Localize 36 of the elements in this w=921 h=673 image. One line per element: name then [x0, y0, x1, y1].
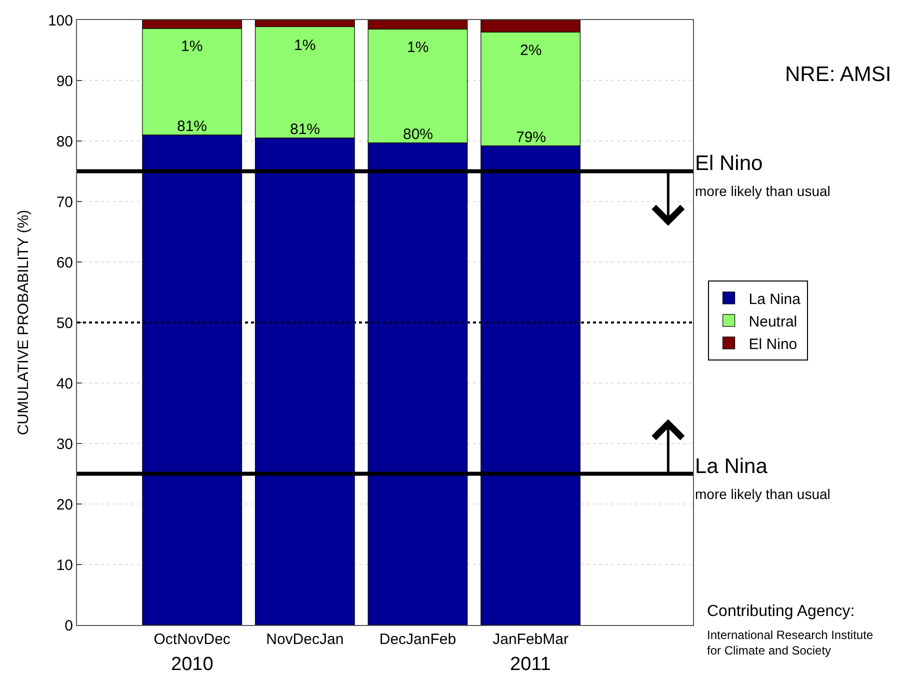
y-tick-label: 30 [56, 436, 73, 453]
x-tick-label: JanFebMar [492, 631, 568, 648]
y-tick-label: 100 [48, 12, 73, 30]
data-label: 79% [516, 129, 546, 146]
y-tick-label: 80 [56, 133, 73, 150]
text: more likely than usual [695, 183, 830, 199]
y-axis-title: CUMULATIVE PROBABILITY (%) [15, 210, 32, 436]
text: 2010 [171, 654, 214, 673]
x-tick-label: NovDecJan [266, 631, 344, 648]
data-label: 1% [407, 39, 429, 56]
ref-line-label: La Nina [695, 455, 768, 478]
text: International Research Institute for Climate and Society [707, 628, 874, 658]
text: more likely than usual [695, 486, 830, 502]
text: 2011 [510, 654, 551, 673]
data-label: 1% [181, 38, 203, 55]
ref-line-label: El Nino [695, 152, 763, 175]
x-tick-label: OctNovDec [154, 631, 231, 648]
y-tick-label: 20 [56, 496, 73, 514]
y-tick-label: 90 [56, 72, 73, 90]
data-label: 81% [177, 118, 208, 135]
y-tick-label: 40 [56, 375, 73, 392]
text: NRE: AMSI [785, 63, 892, 86]
legend-label: El Nino [748, 336, 798, 353]
data-label: 2% [520, 42, 542, 59]
y-tick-label: 10 [56, 556, 73, 574]
y-tick-label: 60 [56, 254, 73, 272]
y-tick-label: 50 [56, 314, 73, 332]
data-label: 81% [290, 121, 320, 138]
legend-label: Neutral [748, 313, 798, 330]
x-tick-label: DecJanFeb [379, 631, 456, 648]
legend-label: La Nina [748, 290, 802, 308]
data-label: 80% [403, 126, 434, 143]
text: Contributing Agency: [707, 603, 855, 620]
data-label: 1% [294, 37, 316, 54]
y-tick-label: 70 [56, 194, 73, 211]
y-tick-label: 0 [64, 617, 73, 634]
